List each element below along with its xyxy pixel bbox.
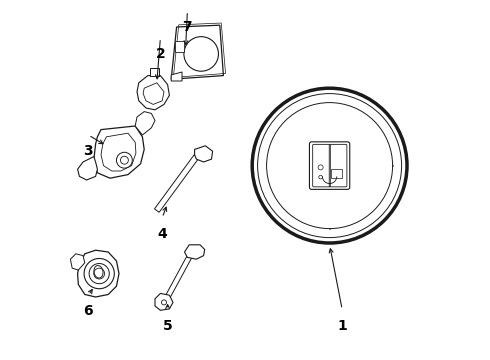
- Text: 1: 1: [337, 319, 347, 333]
- Polygon shape: [185, 245, 205, 259]
- Polygon shape: [166, 253, 193, 298]
- Circle shape: [267, 103, 392, 229]
- Text: 3: 3: [84, 144, 93, 158]
- Circle shape: [89, 264, 109, 284]
- Polygon shape: [171, 72, 182, 81]
- Polygon shape: [77, 157, 98, 180]
- Circle shape: [117, 152, 132, 168]
- Polygon shape: [135, 112, 155, 135]
- Text: 7: 7: [183, 20, 192, 34]
- Text: 6: 6: [84, 304, 93, 318]
- Circle shape: [184, 37, 219, 71]
- Polygon shape: [149, 68, 159, 76]
- Polygon shape: [94, 126, 144, 178]
- Bar: [175, 41, 184, 53]
- Text: 2: 2: [155, 47, 165, 61]
- Circle shape: [84, 258, 114, 289]
- Polygon shape: [155, 293, 173, 310]
- Polygon shape: [154, 155, 199, 212]
- Polygon shape: [171, 25, 223, 79]
- Polygon shape: [71, 254, 85, 270]
- Bar: [331, 169, 342, 178]
- Polygon shape: [195, 146, 213, 162]
- Text: 4: 4: [157, 227, 167, 241]
- Text: 5: 5: [163, 319, 172, 333]
- FancyBboxPatch shape: [310, 142, 350, 189]
- Polygon shape: [137, 76, 170, 110]
- Polygon shape: [77, 250, 119, 297]
